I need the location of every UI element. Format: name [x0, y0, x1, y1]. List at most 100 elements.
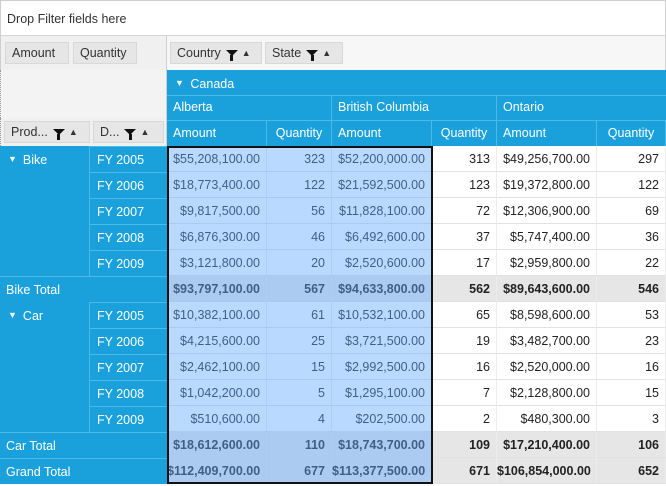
value-chip-amount[interactable]: Amount — [5, 42, 69, 64]
value-cell[interactable]: $1,042,200.00 — [167, 380, 267, 406]
value-cell[interactable]: $480,300.00 — [497, 406, 597, 432]
row-header-date[interactable]: FY 2009 — [90, 406, 167, 432]
value-cell[interactable]: $21,592,500.00 — [332, 172, 432, 198]
state-header-ontario[interactable]: Ontario — [497, 96, 666, 120]
row-header-date[interactable]: FY 2005 — [90, 302, 167, 328]
measure-header-quantity[interactable]: Quantity — [597, 120, 666, 146]
value-cell[interactable]: 546 — [597, 276, 666, 302]
value-cell[interactable]: $112,409,700.00 — [167, 458, 267, 484]
value-cell[interactable]: 17 — [432, 250, 497, 276]
sort-up-icon[interactable]: ▲ — [140, 127, 150, 137]
column-chip-country[interactable]: Country ▲ — [170, 42, 262, 64]
value-cell[interactable]: $510,600.00 — [167, 406, 267, 432]
value-cell[interactable]: 109 — [432, 432, 497, 458]
value-cell[interactable]: 110 — [267, 432, 332, 458]
value-cell[interactable]: 4 — [267, 406, 332, 432]
value-cell[interactable]: 23 — [597, 328, 666, 354]
sort-up-icon[interactable]: ▲ — [68, 127, 78, 137]
value-chip-quantity[interactable]: Quantity — [73, 42, 137, 64]
value-cell[interactable]: 37 — [432, 224, 497, 250]
value-cell[interactable]: $11,828,100.00 — [332, 198, 432, 224]
value-cell[interactable]: 22 — [597, 250, 666, 276]
value-cell[interactable]: $4,215,600.00 — [167, 328, 267, 354]
value-cell[interactable]: $2,520,000.00 — [497, 354, 597, 380]
value-cell[interactable]: 61 — [267, 302, 332, 328]
row-header-product[interactable] — [0, 198, 90, 224]
collapse-triangle-icon[interactable]: ▼ — [175, 78, 184, 88]
row-header-date[interactable]: FY 2007 — [90, 198, 167, 224]
value-cell[interactable]: 313 — [432, 146, 497, 172]
value-cell[interactable]: $3,482,700.00 — [497, 328, 597, 354]
grand-total-header[interactable]: Grand Total — [0, 458, 167, 484]
row-header-date[interactable]: FY 2008 — [90, 380, 167, 406]
filter-funnel-icon[interactable] — [124, 129, 137, 140]
value-cell[interactable]: $202,500.00 — [332, 406, 432, 432]
value-cell[interactable]: $18,743,700.00 — [332, 432, 432, 458]
value-cell[interactable]: 567 — [267, 276, 332, 302]
value-cell[interactable]: 122 — [597, 172, 666, 198]
value-cell[interactable]: 2 — [432, 406, 497, 432]
value-cell[interactable]: $10,382,100.00 — [167, 302, 267, 328]
row-header-product[interactable] — [0, 406, 90, 432]
value-cell[interactable]: 671 — [432, 458, 497, 484]
filter-funnel-icon[interactable] — [306, 50, 319, 61]
row-header-date[interactable]: FY 2006 — [90, 328, 167, 354]
value-cell[interactable]: 297 — [597, 146, 666, 172]
filter-drop-area[interactable]: Drop Filter fields here — [0, 0, 666, 36]
value-cell[interactable]: $1,295,100.00 — [332, 380, 432, 406]
value-cell[interactable]: $2,462,100.00 — [167, 354, 267, 380]
country-header-canada[interactable]: ▼ Canada — [167, 70, 666, 96]
value-cell[interactable]: $9,817,500.00 — [167, 198, 267, 224]
state-header-alberta[interactable]: Alberta — [167, 96, 332, 120]
row-header-date[interactable]: FY 2007 — [90, 354, 167, 380]
value-cell[interactable]: 15 — [597, 380, 666, 406]
row-chip-date[interactable]: D... ▲ — [93, 121, 164, 143]
value-cell[interactable]: $6,492,600.00 — [332, 224, 432, 250]
value-cell[interactable]: $2,992,500.00 — [332, 354, 432, 380]
measure-header-quantity[interactable]: Quantity — [267, 120, 332, 146]
value-cell[interactable]: $18,612,600.00 — [167, 432, 267, 458]
value-cell[interactable]: 323 — [267, 146, 332, 172]
value-cell[interactable]: 5 — [267, 380, 332, 406]
values-area[interactable]: Amount Quantity — [0, 36, 167, 70]
value-cell[interactable]: $3,721,500.00 — [332, 328, 432, 354]
value-cell[interactable]: 19 — [432, 328, 497, 354]
value-cell[interactable]: 56 — [267, 198, 332, 224]
value-cell[interactable]: 562 — [432, 276, 497, 302]
value-cell[interactable]: 53 — [597, 302, 666, 328]
row-header-product[interactable] — [0, 172, 90, 198]
row-header-product[interactable] — [0, 328, 90, 354]
sort-up-icon[interactable]: ▲ — [241, 48, 251, 58]
value-cell[interactable]: $8,598,600.00 — [497, 302, 597, 328]
row-header-product[interactable] — [0, 380, 90, 406]
value-cell[interactable]: $19,372,800.00 — [497, 172, 597, 198]
value-cell[interactable]: 20 — [267, 250, 332, 276]
value-cell[interactable]: 123 — [432, 172, 497, 198]
value-cell[interactable]: 65 — [432, 302, 497, 328]
row-header-product[interactable] — [0, 250, 90, 276]
subtotal-header[interactable]: Bike Total — [0, 276, 167, 302]
value-cell[interactable]: 36 — [597, 224, 666, 250]
row-header-product[interactable]: ▼ Bike — [0, 146, 90, 172]
value-cell[interactable]: 16 — [432, 354, 497, 380]
row-header-date[interactable]: FY 2009 — [90, 250, 167, 276]
row-header-product[interactable] — [0, 224, 90, 250]
value-cell[interactable]: 72 — [432, 198, 497, 224]
state-header-british-columbia[interactable]: British Columbia — [332, 96, 497, 120]
value-cell[interactable]: $49,256,700.00 — [497, 146, 597, 172]
value-cell[interactable]: $2,520,600.00 — [332, 250, 432, 276]
value-cell[interactable]: 677 — [267, 458, 332, 484]
value-cell[interactable]: $2,959,800.00 — [497, 250, 597, 276]
value-cell[interactable]: $5,747,400.00 — [497, 224, 597, 250]
filter-funnel-icon[interactable] — [52, 129, 65, 140]
value-cell[interactable]: $3,121,800.00 — [167, 250, 267, 276]
value-cell[interactable]: $89,643,600.00 — [497, 276, 597, 302]
value-cell[interactable]: $10,532,100.00 — [332, 302, 432, 328]
value-cell[interactable]: 7 — [432, 380, 497, 406]
column-fields-area[interactable]: Country ▲ State ▲ — [167, 36, 666, 70]
value-cell[interactable]: $6,876,300.00 — [167, 224, 267, 250]
measure-header-quantity[interactable]: Quantity — [432, 120, 497, 146]
value-cell[interactable]: 16 — [597, 354, 666, 380]
value-cell[interactable]: $17,210,400.00 — [497, 432, 597, 458]
value-cell[interactable]: 15 — [267, 354, 332, 380]
